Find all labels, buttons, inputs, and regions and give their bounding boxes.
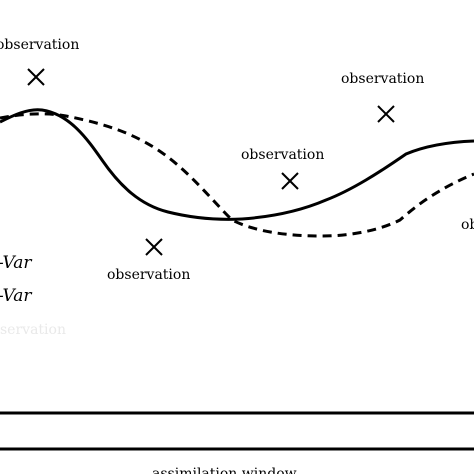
solid-trajectory-curve xyxy=(0,108,474,221)
observation-label-lower-left: observation xyxy=(107,267,190,283)
legend-entry-1: -Var xyxy=(0,253,32,273)
legend-entry-2: -Var xyxy=(0,286,32,306)
observation-label-top-left: observation xyxy=(0,37,79,53)
faded-observation-label: servation xyxy=(0,322,66,338)
axis-label: assimilation window xyxy=(152,466,297,474)
observation-label-far-right: ob xyxy=(461,217,474,233)
observation-label-middle: observation xyxy=(241,147,324,163)
observation-label-right: observation xyxy=(341,71,424,87)
observation-marker-top-left xyxy=(27,68,45,86)
observation-marker-right xyxy=(377,105,395,123)
dashed-trajectory-curve xyxy=(0,112,474,238)
observation-marker-middle xyxy=(281,172,299,190)
observation-marker-lower-left xyxy=(145,238,163,256)
